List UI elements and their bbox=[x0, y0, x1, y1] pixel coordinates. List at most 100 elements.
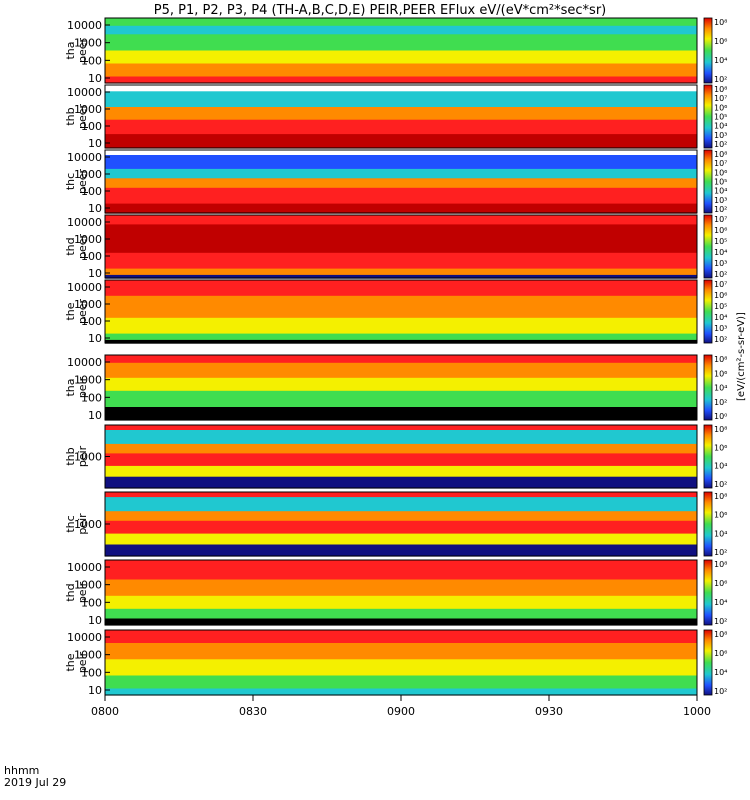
panel-label: tha bbox=[64, 378, 77, 396]
flux-band bbox=[105, 155, 697, 170]
panel-frame bbox=[104, 214, 698, 279]
colorbar-thc-peir bbox=[703, 491, 713, 557]
panel-label: peer bbox=[76, 104, 89, 130]
colorbar-tick-label: 10⁸ bbox=[714, 560, 727, 569]
flux-band bbox=[105, 63, 697, 78]
x-tick-label: 0900 bbox=[387, 705, 415, 718]
flux-band bbox=[105, 453, 697, 467]
y-tick-label: 1000 bbox=[74, 518, 102, 531]
colorbar-tick-label: 10² bbox=[714, 75, 727, 84]
flux-band bbox=[105, 178, 697, 189]
panel-frame bbox=[104, 17, 698, 84]
x-tick-label: 0800 bbox=[91, 705, 119, 718]
colorbar-tick-label: 10² bbox=[714, 335, 727, 344]
panel-label: peer bbox=[76, 169, 89, 195]
y-tick-label: 100 bbox=[81, 596, 102, 609]
flux-band bbox=[105, 339, 697, 344]
spectrogram-panel-thb-peer: 10 100 1000 10000 thb peer 10²10³10⁴10⁵10⁶10⁷1… bbox=[64, 84, 727, 150]
colorbar-the-peir bbox=[703, 629, 713, 696]
heatmap-tha-peer bbox=[105, 18, 697, 84]
y-tick-label: 1000 bbox=[74, 233, 102, 246]
flux-band bbox=[105, 560, 697, 581]
heatmap-thd-peer bbox=[105, 215, 697, 279]
panel-frame bbox=[104, 559, 698, 626]
flux-band bbox=[105, 252, 697, 270]
flux-band bbox=[105, 675, 697, 690]
y-tick-label: 10000 bbox=[67, 281, 102, 294]
panel-label: peir bbox=[76, 513, 89, 535]
flux-band bbox=[105, 150, 697, 156]
colorbar-tick-label: 10⁵ bbox=[714, 113, 727, 122]
heatmap-thc-peer bbox=[105, 150, 697, 214]
heatmap-thb-peer bbox=[105, 85, 697, 149]
colorbar-tick-label: 10² bbox=[714, 398, 727, 407]
spectrogram-panel-the-peer: 10 100 1000 10000 the peer 10² 10³ 10⁴ 10⁵ 10⁶ 10⁷ bbox=[64, 279, 727, 345]
flux-band bbox=[105, 50, 697, 65]
flux-band bbox=[105, 688, 697, 696]
flux-band bbox=[105, 579, 697, 597]
colorbar-tick-label: 10⁷ bbox=[714, 94, 727, 103]
colorbar-tick-label: 10⁶ bbox=[714, 649, 727, 658]
flux-band bbox=[105, 430, 697, 445]
flux-band bbox=[105, 643, 697, 660]
panel-label: thd bbox=[64, 237, 77, 255]
colorbar-tick-label: 10⁴ bbox=[714, 384, 727, 393]
colorbar-tick-label: 10³ bbox=[714, 259, 727, 268]
colorbar-tick-label: 10⁴ bbox=[714, 598, 727, 607]
y-tick-label: 1000 bbox=[74, 579, 102, 592]
spectrogram-panel-thd-peer: 10 100 1000 10000 thd peer 10² 10³ 10⁴ 10⁵ 10⁶ 10⁷ bbox=[64, 214, 727, 280]
panel-label: peir bbox=[76, 651, 89, 673]
flux-band bbox=[105, 618, 697, 626]
y-tick-label: 10 bbox=[88, 614, 102, 627]
colorbar-tick-label: 10⁸ bbox=[714, 425, 727, 434]
heatmap-thb-peir bbox=[105, 425, 697, 489]
colorbar-tick-label: 10² bbox=[714, 140, 727, 149]
colorbar-tick-label: 10⁵ bbox=[714, 178, 727, 187]
colorbar-tick-label: 10² bbox=[714, 205, 727, 214]
y-tick-label: 100 bbox=[81, 120, 102, 133]
time-axis-label-date: 2019 Jul 29 bbox=[4, 776, 66, 789]
panel-frame bbox=[104, 279, 698, 344]
flux-band bbox=[105, 659, 697, 677]
flux-band bbox=[105, 476, 697, 489]
y-tick-label: 10000 bbox=[67, 19, 102, 32]
spectrogram-panel-tha-peer: 10 100 1000 10000 tha peer 10² 10⁴ 10⁶ 10⁸ bbox=[64, 17, 727, 85]
colorbar-tick-label: 10⁴ bbox=[714, 187, 727, 196]
flux-band bbox=[105, 119, 697, 135]
y-tick-label: 10000 bbox=[67, 216, 102, 229]
flux-band bbox=[105, 85, 697, 92]
colorbar-units: [eV/(cm²-s-sr-eV)] bbox=[736, 312, 747, 401]
panel-label: peir bbox=[76, 581, 89, 603]
flux-band bbox=[105, 317, 697, 335]
flux-band bbox=[105, 390, 697, 408]
panel-label: thc bbox=[64, 173, 77, 190]
panel-label: peir bbox=[76, 376, 89, 398]
heatmap-the-peir bbox=[105, 630, 697, 696]
panel-label: thc bbox=[64, 515, 77, 532]
colorbar-thb-peer bbox=[703, 84, 713, 149]
colorbar-tick-label: 10² bbox=[714, 480, 727, 489]
panel-label: thb bbox=[64, 107, 77, 125]
figure-title: P5, P1, P2, P3, P4 (TH-A,B,C,D,E) PEIR,P… bbox=[154, 3, 607, 18]
y-tick-label: 10 bbox=[88, 332, 102, 345]
y-tick-label: 10 bbox=[88, 409, 102, 422]
colorbar-tick-label: 10⁶ bbox=[714, 168, 727, 177]
flux-band bbox=[105, 595, 697, 610]
heatmap-tha-peir bbox=[105, 355, 697, 421]
flux-band bbox=[105, 91, 697, 108]
colorbar-thc-peer bbox=[703, 149, 713, 214]
colorbar-tick-label: 10³ bbox=[714, 131, 727, 140]
colorbar-tick-label: 10² bbox=[714, 687, 727, 696]
flux-band bbox=[105, 520, 697, 535]
colorbar-tick-label: 10⁵ bbox=[714, 237, 727, 246]
colorbar-thb-peir bbox=[703, 424, 713, 489]
panel-label: thb bbox=[64, 447, 77, 465]
colorbar-thd-peir bbox=[703, 559, 713, 626]
flux-band bbox=[105, 295, 697, 319]
colorbar-thd-peer bbox=[703, 214, 713, 279]
colorbar-tick-label: 10⁴ bbox=[714, 313, 727, 322]
colorbar-tick-label: 10⁶ bbox=[714, 579, 727, 588]
colorbar-tick-label: 10⁷ bbox=[714, 215, 727, 224]
colorbar-tick-label: 10⁸ bbox=[714, 355, 727, 364]
